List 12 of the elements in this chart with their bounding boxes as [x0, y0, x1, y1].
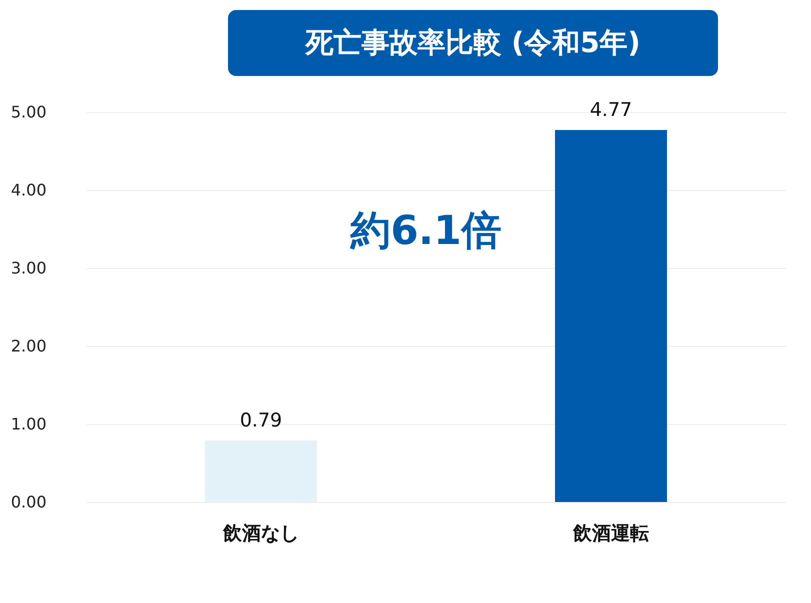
y-tick-label: 5.00	[10, 102, 46, 122]
data-label: 4.77	[590, 98, 632, 121]
y-tick-label: 0.00	[10, 492, 46, 512]
annotation: 約6.1倍	[350, 208, 502, 254]
y-tick-label: 4.00	[10, 180, 46, 200]
y-tick-label: 1.00	[10, 414, 46, 434]
x-tick-label: 飲酒運転	[572, 522, 649, 544]
x-tick-label: 飲酒なし	[222, 522, 299, 544]
y-tick-label: 3.00	[10, 258, 46, 278]
y-tick-label: 2.00	[10, 336, 46, 356]
data-label: 0.79	[240, 409, 282, 432]
chart-title: 死亡事故率比較 (令和5年)	[228, 10, 718, 76]
